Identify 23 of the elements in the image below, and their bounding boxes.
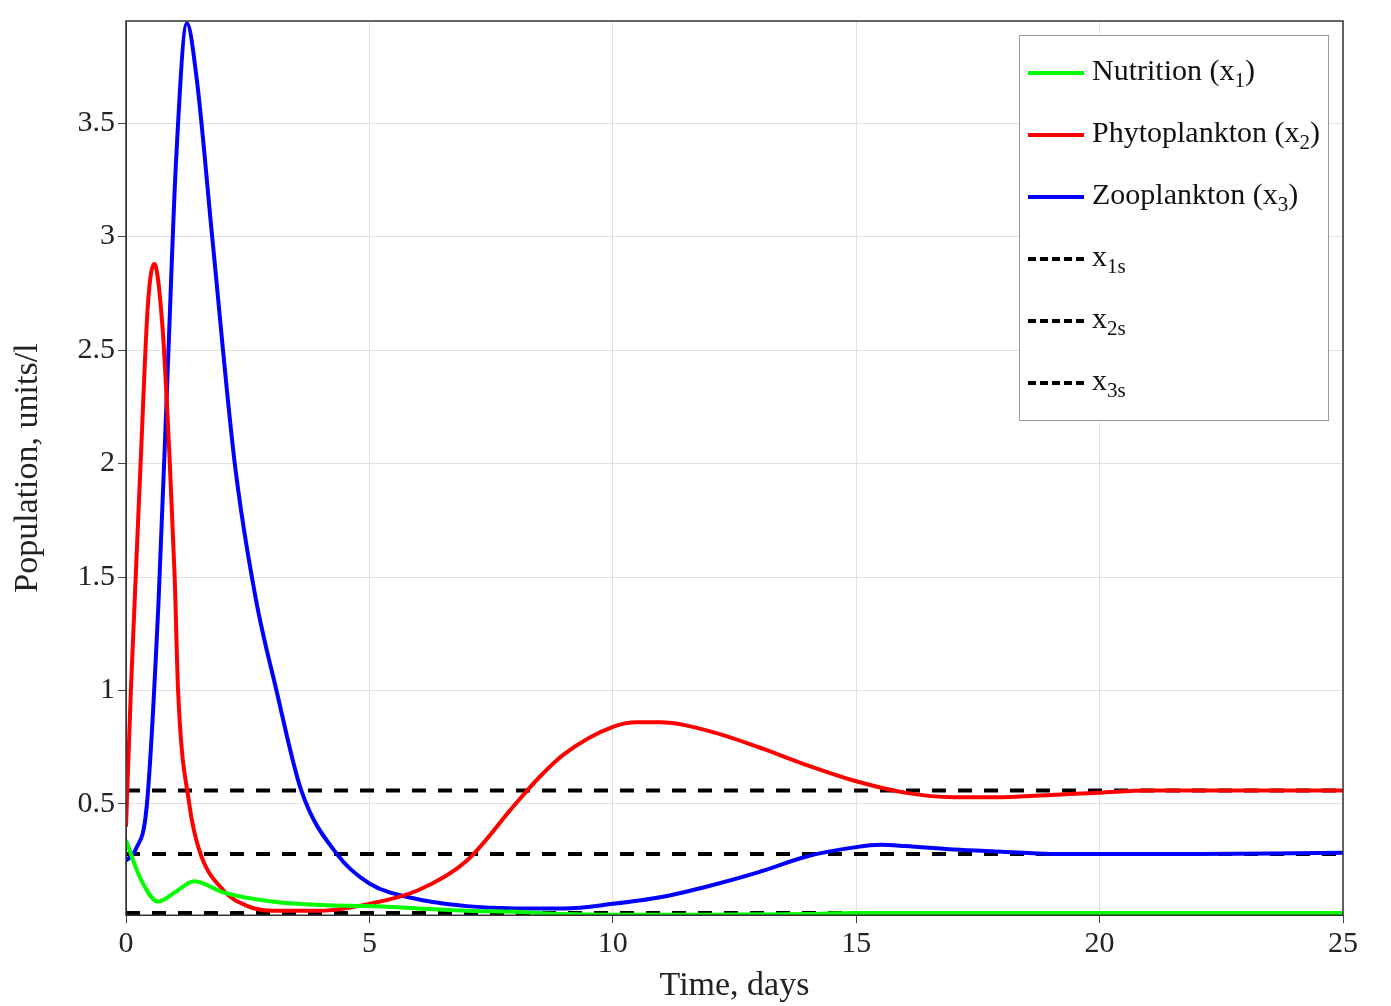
- line-series: [126, 21, 1343, 911]
- y-tick-label: 2: [100, 444, 115, 478]
- legend-label: Phytoplankton (x$_{2}$): [1092, 115, 1320, 155]
- y-axis-title: Population, units/l: [7, 343, 45, 593]
- x-tick-label: 5: [361, 925, 377, 959]
- y-tick-label: 3: [100, 217, 115, 251]
- y-tick-label: 2.5: [77, 330, 115, 364]
- legend-label: x$_{3s}$: [1092, 363, 1126, 403]
- x-tick-label: 20: [1084, 925, 1115, 959]
- y-tick-label: 1: [100, 671, 115, 705]
- y-tick-label: 1.5: [77, 557, 115, 591]
- legend-label: Zooplankton (x$_{3}$): [1092, 177, 1299, 217]
- line-series: [126, 838, 1343, 916]
- x-tick-label: 15: [841, 925, 872, 959]
- legend-label: x$_{1s}$: [1092, 239, 1126, 279]
- x-tick-label: 0: [118, 925, 134, 959]
- legend-label: Nutrition (x$_{1}$): [1092, 53, 1255, 93]
- legend-label: x$_{2s}$: [1092, 301, 1126, 341]
- x-tick-label: 25: [1328, 925, 1358, 959]
- x-tick-label: 10: [597, 925, 628, 959]
- x-axis-title: Time, days: [659, 964, 810, 1002]
- y-tick-label: 3.5: [77, 104, 115, 137]
- y-tick-label: 0.5: [77, 784, 115, 818]
